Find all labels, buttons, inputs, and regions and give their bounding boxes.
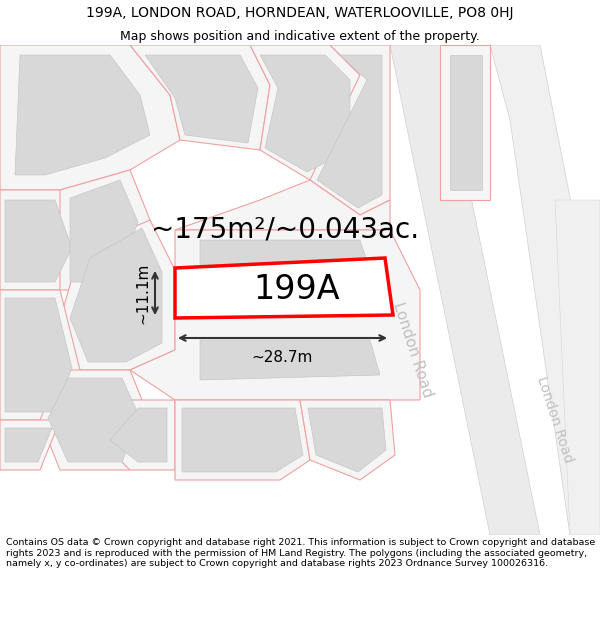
Polygon shape [300, 400, 395, 480]
Text: ~175m²/~0.043ac.: ~175m²/~0.043ac. [151, 216, 419, 244]
Polygon shape [130, 45, 270, 150]
Polygon shape [5, 200, 72, 282]
Polygon shape [15, 55, 150, 175]
Text: ~11.1m: ~11.1m [135, 262, 150, 324]
Polygon shape [5, 298, 72, 412]
Polygon shape [200, 340, 380, 380]
Polygon shape [250, 45, 360, 180]
Polygon shape [130, 230, 420, 400]
Polygon shape [0, 45, 180, 190]
Polygon shape [175, 400, 310, 480]
Polygon shape [60, 170, 150, 290]
Polygon shape [310, 45, 390, 215]
Text: London Road: London Road [391, 301, 436, 399]
Text: 199A, LONDON ROAD, HORNDEAN, WATERLOOVILLE, PO8 0HJ: 199A, LONDON ROAD, HORNDEAN, WATERLOOVIL… [86, 6, 514, 19]
Polygon shape [48, 378, 140, 462]
Polygon shape [450, 55, 482, 190]
Text: London Road: London Road [535, 375, 575, 465]
Polygon shape [308, 408, 386, 472]
Polygon shape [145, 55, 258, 143]
Polygon shape [60, 220, 175, 370]
Polygon shape [0, 190, 80, 290]
Polygon shape [5, 428, 52, 462]
Text: Contains OS data © Crown copyright and database right 2021. This information is : Contains OS data © Crown copyright and d… [6, 538, 595, 568]
Polygon shape [182, 408, 303, 472]
Polygon shape [200, 240, 370, 270]
Polygon shape [555, 200, 600, 535]
Polygon shape [70, 228, 162, 362]
Text: 199A: 199A [254, 273, 340, 306]
Text: ~28.7m: ~28.7m [251, 350, 313, 365]
Polygon shape [0, 420, 60, 470]
Polygon shape [317, 55, 382, 208]
Polygon shape [175, 180, 390, 230]
Polygon shape [390, 45, 540, 535]
Polygon shape [260, 55, 350, 172]
Polygon shape [490, 45, 600, 535]
Polygon shape [100, 400, 175, 470]
Polygon shape [0, 290, 80, 420]
Polygon shape [40, 370, 150, 470]
Polygon shape [110, 408, 167, 462]
Text: Map shows position and indicative extent of the property.: Map shows position and indicative extent… [120, 31, 480, 43]
Polygon shape [175, 258, 393, 318]
Polygon shape [70, 180, 138, 282]
Polygon shape [440, 45, 490, 200]
